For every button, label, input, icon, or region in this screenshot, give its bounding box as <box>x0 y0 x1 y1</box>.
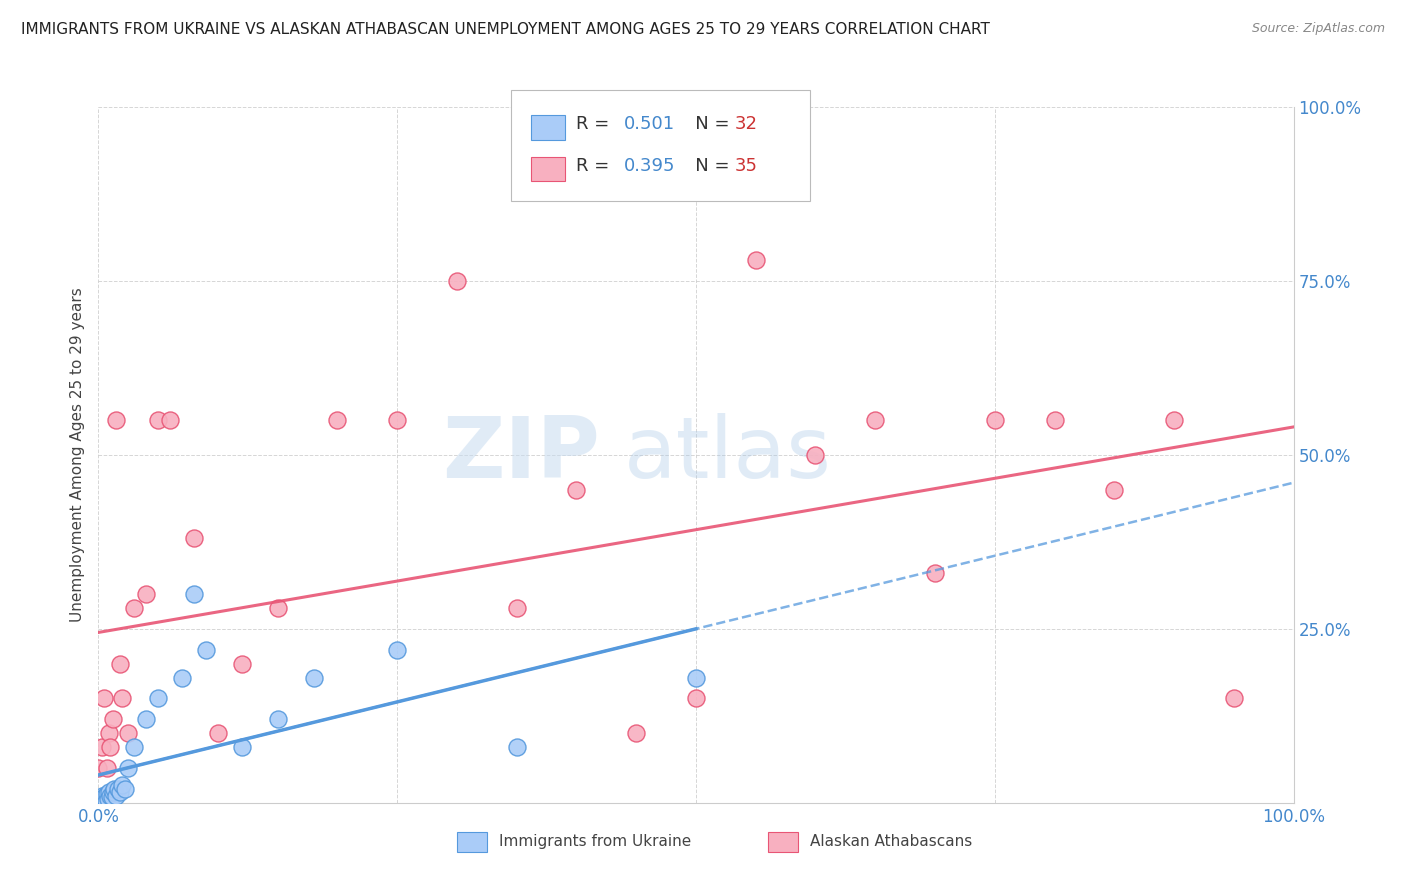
Point <box>267 601 290 615</box>
Point <box>98 789 122 803</box>
Bar <box>457 832 486 852</box>
Bar <box>531 157 565 181</box>
FancyBboxPatch shape <box>510 90 810 201</box>
Point <box>745 253 768 268</box>
Point <box>231 740 253 755</box>
Point <box>148 691 170 706</box>
Point <box>159 413 181 427</box>
Bar <box>531 115 565 140</box>
Point <box>96 761 118 775</box>
Point <box>103 781 125 796</box>
Point <box>865 413 887 427</box>
Point <box>97 792 120 806</box>
Point <box>108 785 131 799</box>
Point <box>231 657 253 671</box>
Text: Immigrants from Ukraine: Immigrants from Ukraine <box>499 833 690 848</box>
Text: R =: R = <box>576 115 616 134</box>
Text: ZIP: ZIP <box>443 413 600 497</box>
Point <box>135 587 157 601</box>
Point <box>183 532 205 546</box>
Point <box>135 712 157 726</box>
Text: IMMIGRANTS FROM UKRAINE VS ALASKAN ATHABASCAN UNEMPLOYMENT AMONG AGES 25 TO 29 Y: IMMIGRANTS FROM UKRAINE VS ALASKAN ATHAB… <box>21 22 990 37</box>
Text: Alaskan Athabascans: Alaskan Athabascans <box>810 833 972 848</box>
Y-axis label: Unemployment Among Ages 25 to 29 years: Unemployment Among Ages 25 to 29 years <box>69 287 84 623</box>
Point <box>94 794 117 808</box>
Point <box>302 671 325 685</box>
Point <box>1104 483 1126 497</box>
Text: 0.501: 0.501 <box>624 115 675 134</box>
Point <box>93 691 115 706</box>
Point <box>195 642 218 657</box>
Point <box>207 726 229 740</box>
Text: N =: N = <box>678 115 735 134</box>
Point <box>172 671 194 685</box>
Point <box>924 566 946 581</box>
Point <box>117 761 139 775</box>
Point <box>90 794 112 808</box>
Point <box>98 740 122 755</box>
Point <box>101 785 124 799</box>
Point <box>267 712 290 726</box>
Point <box>98 785 121 799</box>
Point <box>93 790 115 805</box>
Point <box>107 781 129 796</box>
Point <box>91 740 114 755</box>
Point <box>98 726 121 740</box>
Point <box>108 657 131 671</box>
Point <box>96 788 118 802</box>
Point <box>148 413 170 427</box>
Point <box>124 740 146 755</box>
Point <box>91 792 114 806</box>
Text: atlas: atlas <box>624 413 832 497</box>
Point <box>1163 413 1185 427</box>
Point <box>984 413 1007 427</box>
Point <box>91 789 114 803</box>
Point <box>506 740 529 755</box>
Point <box>385 642 409 657</box>
Point <box>506 601 529 615</box>
Point <box>326 413 349 427</box>
Point <box>105 789 128 803</box>
Text: Source: ZipAtlas.com: Source: ZipAtlas.com <box>1251 22 1385 36</box>
Text: 35: 35 <box>734 157 758 175</box>
Point <box>1223 691 1246 706</box>
Point <box>89 792 111 806</box>
Point <box>100 790 122 805</box>
Point <box>111 691 134 706</box>
Point <box>117 726 139 740</box>
Point <box>183 587 205 601</box>
Point <box>101 712 124 726</box>
Text: 32: 32 <box>734 115 758 134</box>
Text: N =: N = <box>678 157 735 175</box>
Point <box>685 691 707 706</box>
Point <box>111 778 134 793</box>
Point <box>565 483 588 497</box>
Point <box>124 601 146 615</box>
Point <box>87 761 110 775</box>
Point <box>1043 413 1066 427</box>
Point <box>87 796 110 810</box>
Point <box>385 413 409 427</box>
Bar <box>768 832 797 852</box>
Point <box>626 726 648 740</box>
Text: 0.395: 0.395 <box>624 157 676 175</box>
Point <box>685 671 707 685</box>
Point <box>105 413 128 427</box>
Point <box>804 448 827 462</box>
Point <box>446 274 468 288</box>
Text: R =: R = <box>576 157 616 175</box>
Point <box>114 781 136 796</box>
